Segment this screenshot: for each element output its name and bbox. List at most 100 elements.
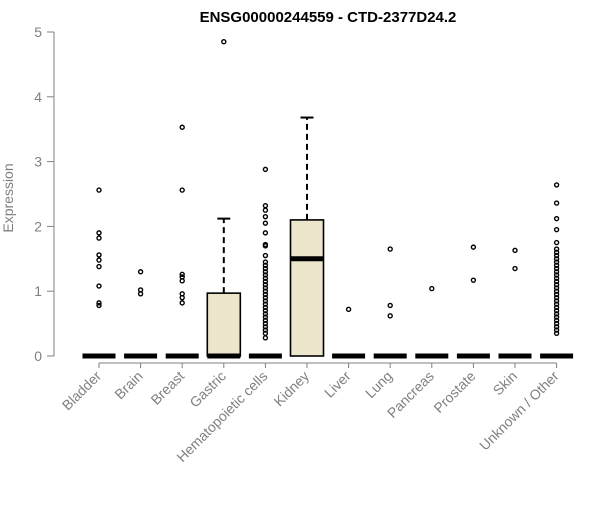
outlier-point <box>553 259 560 265</box>
outlier-point <box>553 256 560 262</box>
outlier-point <box>470 244 477 250</box>
outlier-point <box>553 182 560 188</box>
outlier-point <box>262 265 269 272</box>
box <box>289 219 325 357</box>
outlier-point <box>262 275 269 281</box>
x-tick-label: Kidney <box>271 368 313 410</box>
x-tick-label: Unknown / Other <box>476 368 562 454</box>
outlier-point <box>553 311 560 317</box>
outlier-point <box>553 262 560 268</box>
outlier-point <box>553 294 560 301</box>
outlier-point <box>262 304 269 311</box>
y-tick-label: 0 <box>34 348 42 364</box>
outlier-point <box>96 300 102 306</box>
outlier-point <box>262 327 269 333</box>
outlier-point <box>262 301 269 307</box>
outlier-point <box>553 298 560 304</box>
outlier-point <box>553 301 560 307</box>
outlier-point <box>553 291 560 298</box>
outlier-point <box>553 265 560 272</box>
outlier-point <box>179 187 185 193</box>
outlier-point <box>553 330 560 337</box>
outlier-point <box>96 283 102 289</box>
outlier-point <box>96 263 102 270</box>
outlier-point <box>262 335 269 341</box>
outlier-point <box>179 124 185 130</box>
outlier-point <box>96 257 102 263</box>
x-tick-label: Bladder <box>59 368 105 414</box>
outlier-point <box>553 314 560 320</box>
box-group <box>206 39 242 359</box>
outlier-point <box>553 249 560 256</box>
box-group <box>82 187 116 359</box>
y-tick-label: 1 <box>34 283 42 299</box>
outlier-point <box>262 314 269 320</box>
outlier-point <box>553 288 560 294</box>
outlier-point <box>262 278 269 285</box>
outlier-point <box>262 285 269 291</box>
box <box>206 292 242 357</box>
outlier-point <box>470 277 477 283</box>
box-group <box>498 247 532 359</box>
x-tick-label: Prostate <box>430 368 478 416</box>
outlier-point <box>96 187 102 193</box>
outlier-point <box>96 230 102 236</box>
box-group <box>248 166 282 359</box>
box-group <box>415 285 449 359</box>
outlier-point <box>553 327 560 333</box>
y-axis: 0 1 2 3 4 5 <box>34 24 55 364</box>
outlier-point <box>387 313 393 319</box>
box-group <box>289 116 325 357</box>
outlier-point <box>262 320 269 327</box>
outlier-point <box>553 200 560 206</box>
outlier-point <box>553 282 560 288</box>
box-group <box>373 246 407 359</box>
outlier-point <box>262 294 269 301</box>
outlier-point <box>179 291 185 297</box>
outlier-point <box>262 166 269 173</box>
outlier-point <box>262 269 269 275</box>
box-group <box>124 269 158 359</box>
outlier-point <box>262 307 269 314</box>
outlier-point <box>262 230 269 236</box>
chart-title: ENSG00000244559 - CTD-2377D24.2 <box>200 9 457 26</box>
outlier-point <box>345 306 352 313</box>
outlier-point <box>137 287 144 293</box>
outlier-point <box>553 246 560 252</box>
outlier-point <box>553 324 560 330</box>
plot-area <box>82 39 574 359</box>
outlier-point <box>262 291 269 298</box>
outlier-point <box>429 285 435 292</box>
box-group <box>165 124 199 359</box>
outlier-point <box>387 246 393 252</box>
outlier-point <box>179 274 185 280</box>
outlier-point <box>262 324 269 330</box>
x-tick-label: Skin <box>490 368 521 399</box>
x-tick-label: Liver <box>321 368 354 401</box>
outlier-point <box>553 252 560 259</box>
outlier-point <box>262 252 269 259</box>
outlier-point <box>96 235 102 241</box>
outlier-point <box>262 288 269 294</box>
outlier-point <box>179 271 185 278</box>
box-group <box>540 182 574 359</box>
outlier-point <box>553 304 560 311</box>
outlier-point <box>553 239 560 246</box>
outlier-point <box>512 247 518 254</box>
y-tick-label: 2 <box>34 218 42 234</box>
outlier-point <box>262 220 269 226</box>
outlier-point <box>553 215 560 222</box>
outlier-point <box>262 213 269 220</box>
y-tick-label: 4 <box>34 89 42 105</box>
outlier-point <box>137 269 144 275</box>
outlier-point <box>221 39 227 45</box>
outlier-point <box>262 317 269 324</box>
outlier-point <box>262 272 269 278</box>
outlier-point <box>262 262 269 268</box>
outlier-point <box>553 307 560 314</box>
outlier-point <box>553 269 560 275</box>
outlier-point <box>262 330 269 337</box>
box-group <box>332 306 366 359</box>
